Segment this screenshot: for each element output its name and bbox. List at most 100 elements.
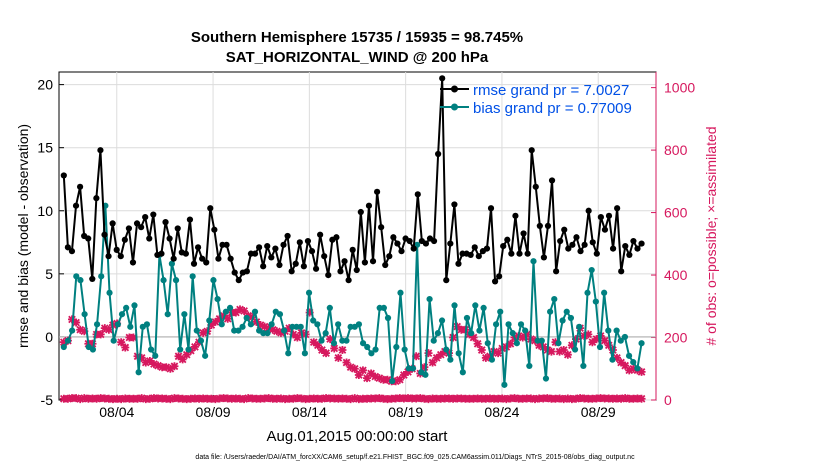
obs-marker xyxy=(88,394,97,403)
obs-marker xyxy=(498,394,507,403)
bias-point xyxy=(364,343,371,351)
obs-marker xyxy=(391,377,400,386)
obs-marker xyxy=(428,394,437,403)
rmse-point xyxy=(288,268,295,275)
obs-marker xyxy=(592,335,601,344)
bias-point xyxy=(168,260,175,267)
bias-point xyxy=(206,317,213,324)
obs-marker xyxy=(289,330,298,339)
obs-marker xyxy=(432,394,441,403)
obs-marker xyxy=(621,361,630,370)
rmse-point xyxy=(166,235,173,242)
obs-marker xyxy=(477,346,486,355)
obs-marker xyxy=(449,333,458,342)
bias-point xyxy=(522,327,529,334)
obs-marker xyxy=(272,394,281,403)
obs-marker xyxy=(121,394,130,403)
legend-rmse-marker xyxy=(451,85,458,93)
obs-marker xyxy=(186,394,195,403)
rmse-point xyxy=(512,212,519,219)
obs-marker xyxy=(154,361,163,370)
rmse-point xyxy=(194,244,202,251)
rmse-series xyxy=(60,75,645,285)
rmse-point xyxy=(272,245,279,252)
x-tick-label: 08/09 xyxy=(196,404,231,420)
bias-point xyxy=(542,375,550,382)
bias-point xyxy=(530,258,537,265)
bias-point xyxy=(451,302,458,309)
obs-marker xyxy=(248,394,257,403)
x-tick-label: 08/29 xyxy=(581,404,616,420)
bias-point xyxy=(567,314,574,322)
obs-marker xyxy=(637,394,646,403)
rmse-point xyxy=(117,253,124,260)
obs-marker xyxy=(363,374,372,383)
obs-marker xyxy=(567,341,576,350)
bias-point xyxy=(160,277,167,284)
rmse-point xyxy=(585,207,592,214)
rmse-point xyxy=(496,273,503,280)
bias-point xyxy=(143,321,151,328)
obs-marker xyxy=(588,394,597,403)
rmse-point xyxy=(190,260,198,267)
obs-marker xyxy=(571,394,580,403)
rmse-point xyxy=(264,242,271,250)
obs-marker xyxy=(338,346,347,355)
bias-point xyxy=(480,304,487,312)
bias-series xyxy=(60,202,645,388)
obs-marker xyxy=(440,394,449,403)
chart-title-line1: Southern Hemisphere 15735 / 15935 = 98.7… xyxy=(191,29,523,46)
rmse-point xyxy=(548,177,556,184)
bias-point xyxy=(197,337,205,344)
rmse-point xyxy=(317,231,324,238)
obs-marker xyxy=(469,333,478,342)
rmse-point xyxy=(609,245,617,252)
rmse-point xyxy=(68,248,76,255)
obs-marker xyxy=(322,394,331,403)
obs-marker xyxy=(379,394,388,403)
obs-marker xyxy=(551,394,560,403)
obs-marker xyxy=(158,394,167,403)
obs-marker xyxy=(162,394,171,403)
obs-marker xyxy=(358,366,367,375)
bias-point xyxy=(638,340,645,347)
bias-point xyxy=(189,273,196,280)
bias-point xyxy=(513,340,520,347)
rmse-point xyxy=(634,245,641,252)
bias-point xyxy=(630,359,637,366)
obs-marker xyxy=(219,394,228,403)
obs-marker xyxy=(276,328,285,337)
rmse-point xyxy=(308,248,316,255)
obs-marker xyxy=(453,394,462,403)
obs-marker xyxy=(231,394,240,403)
obs-marker xyxy=(285,324,294,333)
bias-point xyxy=(438,317,446,324)
obs-marker xyxy=(96,330,105,339)
obs-marker xyxy=(412,394,421,403)
rmse-point xyxy=(300,263,307,270)
bias-point xyxy=(268,321,275,328)
rmse-point xyxy=(325,272,332,279)
rmse-point xyxy=(601,226,609,233)
obs-marker xyxy=(293,333,302,342)
obs-marker xyxy=(256,321,265,330)
obs-marker xyxy=(567,395,576,404)
bias-point xyxy=(492,321,500,328)
obs-marker xyxy=(240,395,249,404)
rmse-point xyxy=(158,250,165,257)
obs-marker xyxy=(506,394,515,403)
obs-marker xyxy=(182,350,191,359)
obs-marker xyxy=(326,394,335,403)
obs-marker xyxy=(399,371,408,380)
bias-point xyxy=(251,308,259,315)
bias-point xyxy=(77,277,84,284)
obs-marker xyxy=(621,394,630,403)
y-right-tick-label: 400 xyxy=(664,267,688,283)
obs-marker xyxy=(244,394,253,403)
bias-point xyxy=(551,295,558,303)
obs-marker xyxy=(539,394,548,403)
rmse-point xyxy=(129,259,137,266)
bias-point xyxy=(235,327,242,334)
rmse-point xyxy=(500,242,507,250)
x-axis-label: Aug.01,2015 00:00:00 start xyxy=(267,428,449,445)
